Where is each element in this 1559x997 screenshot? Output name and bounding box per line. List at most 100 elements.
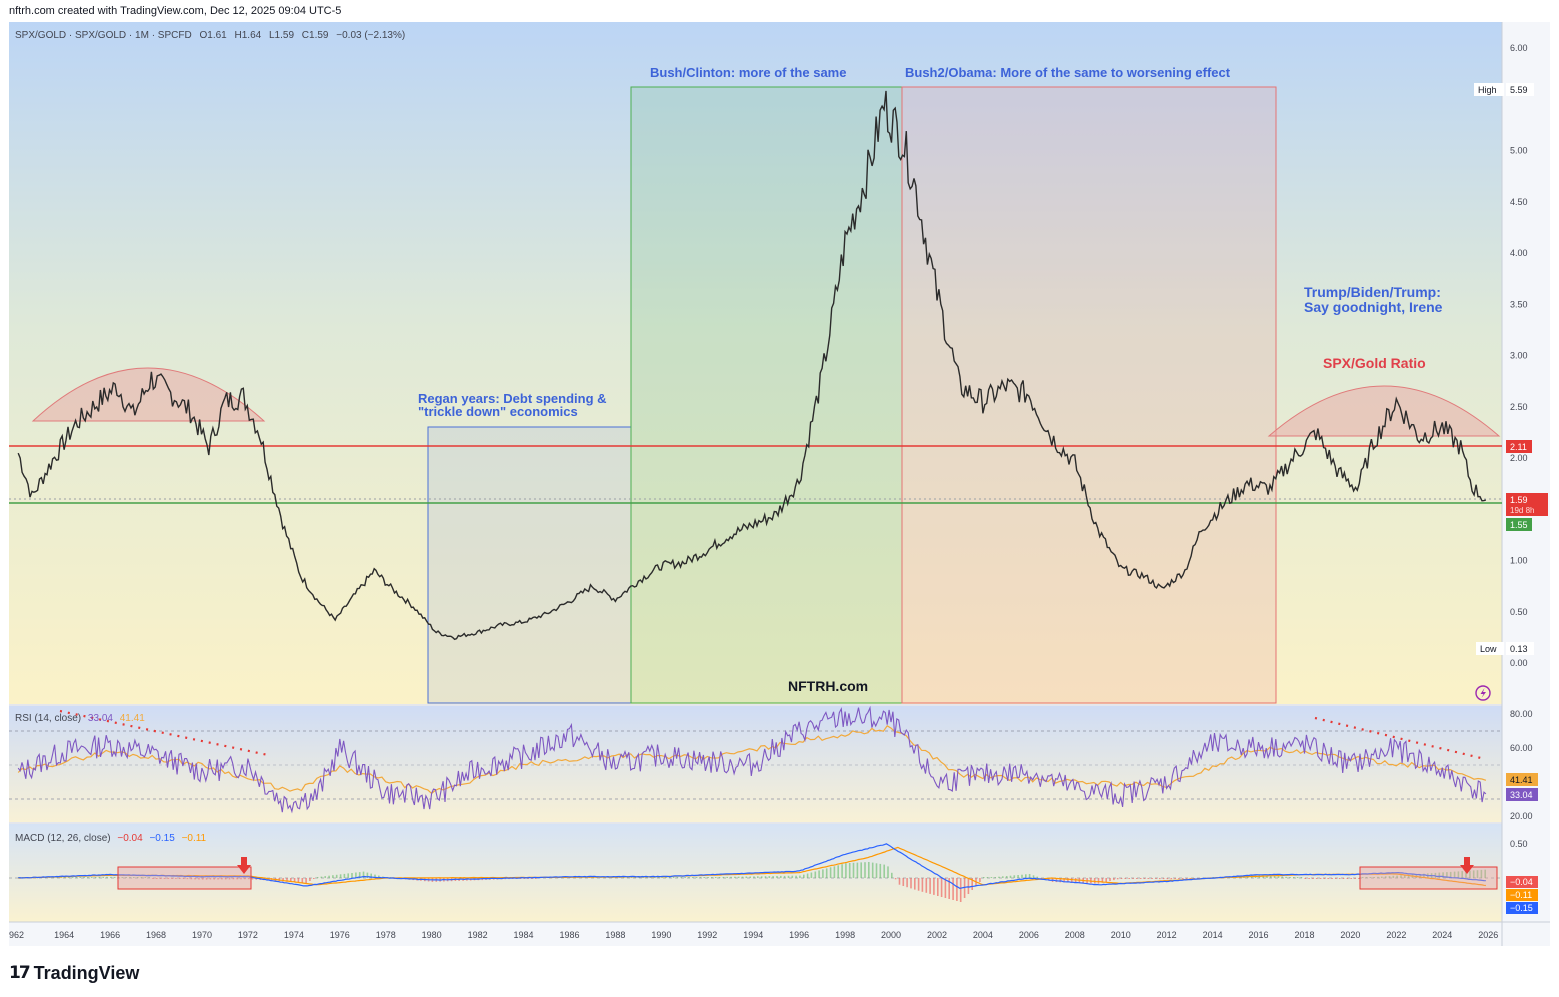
rsi-left-trendline — [59, 709, 269, 757]
macd-histogram-bar — [339, 874, 342, 878]
macd-histogram-bar — [1361, 877, 1364, 878]
red-line-badge: 2.11 — [1506, 440, 1532, 453]
macd-histogram-bar — [986, 877, 989, 878]
macd-histogram-bar — [236, 878, 238, 880]
macd-histogram-bar — [121, 877, 124, 878]
macd-histogram-bar — [933, 878, 935, 895]
macd-histogram-bar — [914, 878, 916, 890]
macd-histogram-bar — [898, 878, 901, 885]
rsi-ma-series[interactable] — [17, 724, 1487, 795]
macd-histogram-bar — [244, 878, 246, 880]
macd-histogram-bar — [799, 875, 801, 878]
time-tick-label: 1990 — [651, 930, 671, 940]
macd-histogram-bar — [1442, 872, 1444, 878]
macd-histogram-bar — [1067, 878, 1069, 883]
macd-histogram-bar — [1017, 875, 1019, 878]
macd-histogram-bar — [757, 876, 759, 878]
time-tick-label: 1976 — [330, 930, 350, 940]
time-tick-label: 1988 — [605, 930, 625, 940]
macd-signal-series[interactable] — [18, 846, 1486, 887]
macd-histogram-bar — [113, 876, 116, 878]
macd-histogram-bar — [125, 877, 127, 878]
macd-histogram-bar — [1113, 878, 1115, 881]
spx-gold-price-series[interactable] — [17, 90, 1487, 641]
macd-histogram-bar — [967, 878, 970, 894]
macd-histogram-bar — [1319, 878, 1322, 879]
macd-histogram-bar — [1055, 878, 1058, 883]
macd-histogram-bar — [891, 872, 893, 878]
macd-histogram-bar — [990, 877, 993, 878]
macd-histogram-bar — [1396, 875, 1398, 878]
macd-histogram-bar — [783, 875, 786, 878]
macd-histogram-bar — [171, 878, 173, 879]
macd-histogram-bar — [998, 876, 1000, 878]
macd-histogram-bar — [1281, 876, 1284, 878]
price-tick-label: 3.50 — [1510, 299, 1528, 309]
time-tick-label: 1974 — [284, 930, 304, 940]
macd-histogram-bar — [1178, 878, 1180, 879]
macd-histogram-bar — [366, 872, 369, 878]
macd-histogram-bar — [1404, 875, 1406, 878]
macd-histogram-bar — [1350, 878, 1352, 879]
rsi-legend: RSI (14, close) 33.04 41.41 — [15, 713, 145, 724]
macd-histogram-bar — [959, 878, 962, 902]
macd-histogram-bar — [1040, 878, 1042, 879]
macd-histogram-bar — [1469, 870, 1471, 878]
macd-histogram-bar — [247, 878, 250, 880]
macd-histogram-bar — [1021, 874, 1023, 878]
time-tick-label: 1982 — [468, 930, 488, 940]
macd-histogram-bar — [1155, 878, 1157, 879]
price-axis-area[interactable] — [1502, 22, 1550, 922]
macd-histogram-bar — [776, 876, 778, 878]
price-tick-label: 4.50 — [1510, 197, 1528, 207]
macd-histogram-bar — [906, 878, 908, 888]
macd-histogram-bar — [887, 866, 889, 878]
macd-histogram-bar — [925, 878, 928, 893]
macd-histogram-bar — [355, 872, 357, 878]
time-tick-label: 1968 — [146, 930, 166, 940]
macd-histogram-bar — [921, 878, 924, 892]
macd-histogram-bar — [894, 878, 897, 880]
macd-histogram-bar — [994, 877, 996, 878]
macd-histogram-bar — [646, 877, 648, 878]
macd-histogram-bar — [56, 877, 59, 878]
price-pane[interactable] — [9, 22, 1502, 704]
macd-histogram-bar — [320, 876, 323, 878]
nftrh-watermark: NFTRH.com — [788, 678, 868, 694]
macd-histogram-bar — [734, 876, 736, 878]
macd-histogram-bar — [814, 871, 817, 878]
rsi-series[interactable] — [17, 705, 1487, 814]
time-tick-label: 1984 — [514, 930, 534, 940]
macd-histogram-bar — [952, 878, 954, 900]
macd-histogram-bar — [764, 876, 767, 878]
macd-histogram-bar — [837, 865, 839, 878]
time-tick-label: 1964 — [54, 930, 74, 940]
macd-histogram-bar — [75, 877, 78, 878]
macd-histogram-bar — [971, 878, 973, 890]
macd-series[interactable] — [18, 843, 1486, 890]
time-axis-area[interactable] — [9, 922, 1550, 946]
macd-histogram-bar — [1116, 878, 1119, 880]
lightning-icon[interactable] — [1475, 685, 1491, 701]
macd-histogram-bar — [228, 878, 231, 880]
macd-histogram-bar — [1354, 878, 1356, 879]
macd-histogram-bar — [684, 877, 686, 878]
macd-histogram-bar — [1028, 874, 1031, 878]
macd-histogram-bar — [1419, 874, 1421, 878]
bush2-obama-annotation: Bush2/Obama: More of the same to worseni… — [905, 65, 1231, 80]
tradingview-logo[interactable]: 17 TradingView — [9, 962, 139, 984]
macd-histogram-bar — [940, 878, 943, 897]
low-marker: Low 0.13 — [1476, 642, 1534, 655]
macd-histogram-bar — [852, 862, 855, 878]
rsi-pane[interactable] — [9, 706, 1502, 822]
macd-histogram-bar — [1289, 877, 1291, 878]
macd-histogram-bar — [803, 874, 805, 878]
macd-histogram-bar — [737, 876, 740, 878]
macd-histogram-bar — [213, 878, 215, 880]
macd-histogram-bar — [749, 876, 751, 878]
time-tick-label: 1998 — [835, 930, 855, 940]
macd-histogram-bar — [680, 877, 683, 878]
macd-histogram-bar — [1128, 878, 1130, 879]
macd-histogram-bar — [209, 878, 212, 880]
